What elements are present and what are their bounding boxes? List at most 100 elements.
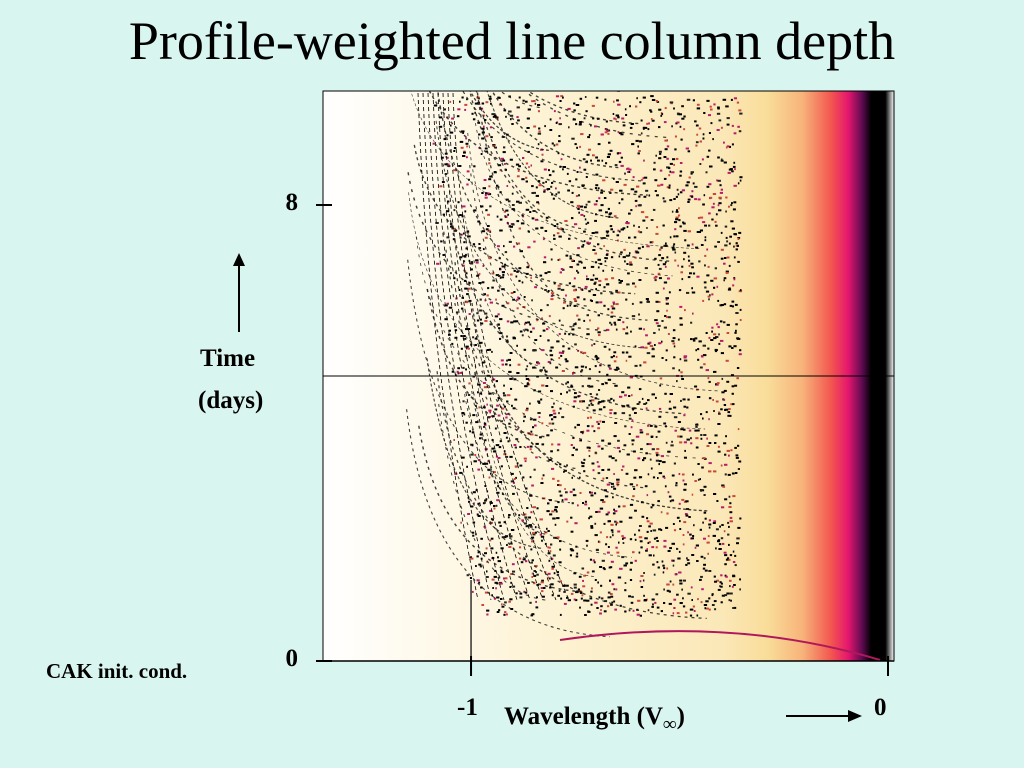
- speckle-dot: [739, 308, 742, 311]
- speckle-dot: [560, 95, 564, 98]
- speckle-dot: [482, 187, 486, 190]
- speckle-dot: [615, 181, 619, 183]
- speckle-dot: [483, 386, 488, 389]
- speckle-dot: [735, 248, 738, 251]
- speckle-dot: [475, 259, 479, 262]
- speckle-dot: [588, 134, 591, 136]
- speckle-dot: [609, 321, 612, 324]
- speckle-dot: [586, 314, 589, 317]
- speckle-dot: [597, 510, 601, 513]
- speckle-dot: [467, 235, 471, 238]
- speckle-dot: [478, 133, 481, 136]
- speckle-dot: [720, 582, 723, 585]
- speckle-dot: [702, 137, 705, 140]
- speckle-dot: [514, 446, 517, 449]
- speckle-dot: [621, 556, 625, 559]
- streak-line: [435, 120, 645, 349]
- speckle-dot: [707, 265, 710, 268]
- speckle-dot: [498, 521, 501, 524]
- speckle-dot: [610, 188, 614, 191]
- speckle-dot: [718, 202, 722, 205]
- speckle-dot: [584, 285, 588, 288]
- speckle-dot: [605, 283, 610, 286]
- speckle-dot: [727, 521, 730, 524]
- speckle-dot: [686, 438, 690, 441]
- speckle-dot: [536, 319, 539, 322]
- speckle-dot: [710, 122, 713, 125]
- speckle-dot: [673, 416, 678, 419]
- speckle-dot: [644, 267, 648, 270]
- speckle-dot: [672, 367, 675, 370]
- speckle-dot: [699, 489, 703, 491]
- speckle-dot: [541, 317, 543, 320]
- speckle-dot: [557, 259, 560, 261]
- speckle-dot: [688, 176, 691, 179]
- speckle-dot: [630, 601, 634, 604]
- speckle-dot: [525, 368, 528, 371]
- speckle-dot: [451, 117, 454, 120]
- speckle-dot: [617, 318, 621, 321]
- speckle-dot: [512, 570, 516, 573]
- speckle-dot: [608, 520, 611, 523]
- speckle-dot: [640, 586, 644, 588]
- speckle-dot: [461, 214, 463, 217]
- speckle-dot: [620, 469, 624, 471]
- speckle-dot: [662, 475, 665, 478]
- speckle-dot: [520, 561, 524, 564]
- speckle-dot: [586, 241, 589, 244]
- speckle-dot: [490, 102, 492, 105]
- speckle-dot: [712, 522, 716, 524]
- speckle-dot: [555, 143, 559, 146]
- speckle-dot: [672, 158, 676, 161]
- speckle-dot: [665, 298, 668, 301]
- speckle-dot: [481, 361, 485, 364]
- speckle-dot: [635, 139, 639, 142]
- speckle-dot: [732, 550, 735, 553]
- speckle-dot: [551, 443, 554, 446]
- speckle-dot: [717, 179, 721, 182]
- speckle-dot: [444, 304, 448, 307]
- speckle-dot: [603, 345, 607, 348]
- speckle-dot: [701, 466, 704, 469]
- speckle-dot: [503, 146, 506, 149]
- speckle-dot: [713, 410, 715, 412]
- speckle-dot: [592, 294, 597, 296]
- speckle-dot: [595, 511, 598, 513]
- speckle-dot: [611, 583, 615, 586]
- speckle-dot: [476, 312, 479, 315]
- speckle-dot: [667, 550, 671, 552]
- speckle-dot: [671, 171, 675, 174]
- speckle-dot: [574, 426, 577, 429]
- speckle-dot: [555, 187, 557, 190]
- speckle-dot: [725, 210, 727, 213]
- speckle-dot: [597, 445, 601, 448]
- speckle-dot: [607, 364, 611, 367]
- speckle-dot: [674, 251, 677, 254]
- speckle-dot: [598, 370, 601, 373]
- speckle-dot: [634, 533, 636, 536]
- speckle-dot: [691, 291, 696, 294]
- speckle-dot: [566, 464, 568, 467]
- speckle-dot: [516, 116, 519, 119]
- speckle-dot: [505, 363, 508, 366]
- streak-line: [432, 92, 518, 601]
- speckle-dot: [482, 265, 485, 267]
- speckle-dot: [580, 370, 583, 373]
- speckle-dot: [506, 133, 509, 136]
- speckle-dot: [536, 201, 539, 204]
- speckle-dot: [658, 415, 662, 418]
- speckle-dot: [642, 219, 646, 222]
- speckle-dot: [541, 153, 544, 156]
- speckle-dot: [587, 136, 590, 139]
- speckle-dot: [683, 488, 687, 491]
- speckle-dot: [557, 594, 560, 597]
- speckle-dot: [576, 146, 578, 149]
- speckle-dot: [561, 352, 564, 354]
- speckle-dot: [707, 535, 710, 538]
- speckle-dot: [620, 156, 623, 159]
- speckle-dot: [581, 385, 584, 388]
- speckle-dot: [495, 274, 500, 277]
- speckle-dot: [679, 582, 683, 585]
- speckle-dot: [725, 271, 729, 274]
- speckle-dot: [733, 256, 736, 259]
